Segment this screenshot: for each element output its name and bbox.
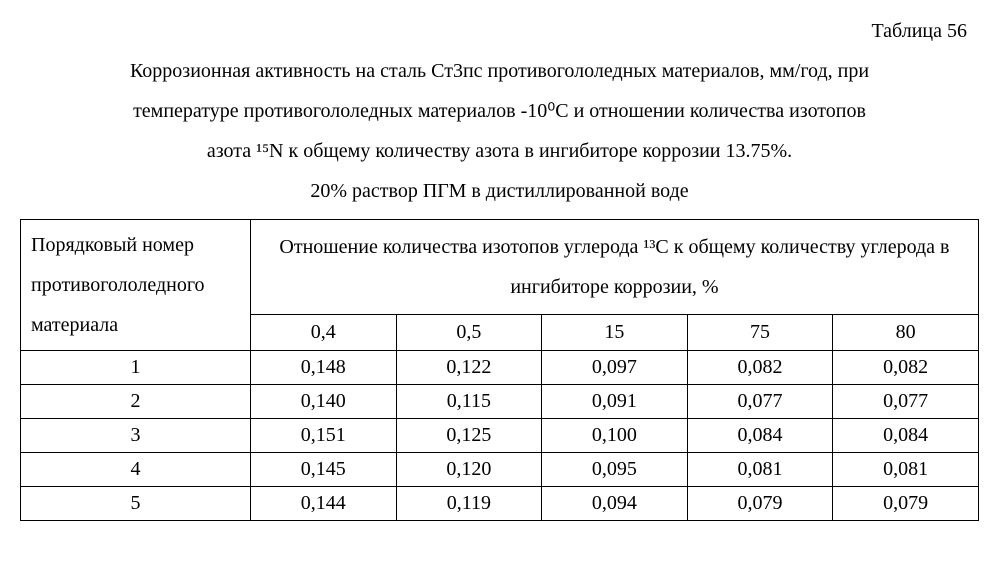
cell: 0,079 bbox=[687, 487, 833, 521]
title-line-1: Коррозионная активность на сталь Ст3пс п… bbox=[130, 60, 869, 82]
cell: 0,084 bbox=[833, 419, 979, 453]
title-line-3: азота ¹⁵N к общему количеству азота в ин… bbox=[207, 140, 792, 162]
row-header: Порядковый номер противогололедного мате… bbox=[21, 220, 251, 351]
cell: 0,081 bbox=[687, 453, 833, 487]
header-row-1: Порядковый номер противогололедного мате… bbox=[21, 220, 979, 315]
row-number: 5 bbox=[21, 487, 251, 521]
cell: 0,119 bbox=[396, 487, 542, 521]
row-number: 3 bbox=[21, 419, 251, 453]
title-line-4: 20% раствор ПГМ в дистиллированной воде bbox=[310, 180, 688, 202]
cell: 0,077 bbox=[687, 385, 833, 419]
cell: 0,100 bbox=[542, 419, 688, 453]
table-row: 5 0,144 0,119 0,094 0,079 0,079 bbox=[21, 487, 979, 521]
table-caption: Таблица 56 bbox=[20, 20, 979, 43]
col-group-header: Отношение количества изотопов углерода ¹… bbox=[250, 220, 978, 315]
table-row: 3 0,151 0,125 0,100 0,084 0,084 bbox=[21, 419, 979, 453]
table-row: 2 0,140 0,115 0,091 0,077 0,077 bbox=[21, 385, 979, 419]
table-row: 4 0,145 0,120 0,095 0,081 0,081 bbox=[21, 453, 979, 487]
cell: 0,084 bbox=[687, 419, 833, 453]
cell: 0,095 bbox=[542, 453, 688, 487]
cell: 0,077 bbox=[833, 385, 979, 419]
table-title: Коррозионная активность на сталь Ст3пс п… bbox=[20, 51, 979, 211]
cell: 0,094 bbox=[542, 487, 688, 521]
col-header-3: 75 bbox=[687, 315, 833, 351]
cell: 0,144 bbox=[250, 487, 396, 521]
col-header-4: 80 bbox=[833, 315, 979, 351]
cell: 0,148 bbox=[250, 351, 396, 385]
cell: 0,125 bbox=[396, 419, 542, 453]
cell: 0,079 bbox=[833, 487, 979, 521]
cell: 0,140 bbox=[250, 385, 396, 419]
col-header-0: 0,4 bbox=[250, 315, 396, 351]
cell: 0,082 bbox=[833, 351, 979, 385]
cell: 0,120 bbox=[396, 453, 542, 487]
cell: 0,082 bbox=[687, 351, 833, 385]
cell: 0,091 bbox=[542, 385, 688, 419]
title-line-2: температуре противогололедных материалов… bbox=[133, 100, 866, 122]
cell: 0,115 bbox=[396, 385, 542, 419]
cell: 0,151 bbox=[250, 419, 396, 453]
row-number: 2 bbox=[21, 385, 251, 419]
col-header-1: 0,5 bbox=[396, 315, 542, 351]
cell: 0,145 bbox=[250, 453, 396, 487]
row-number: 1 bbox=[21, 351, 251, 385]
row-number: 4 bbox=[21, 453, 251, 487]
corrosion-table: Порядковый номер противогололедного мате… bbox=[20, 219, 979, 521]
cell: 0,081 bbox=[833, 453, 979, 487]
cell: 0,122 bbox=[396, 351, 542, 385]
table-row: 1 0,148 0,122 0,097 0,082 0,082 bbox=[21, 351, 979, 385]
cell: 0,097 bbox=[542, 351, 688, 385]
col-header-2: 15 bbox=[542, 315, 688, 351]
